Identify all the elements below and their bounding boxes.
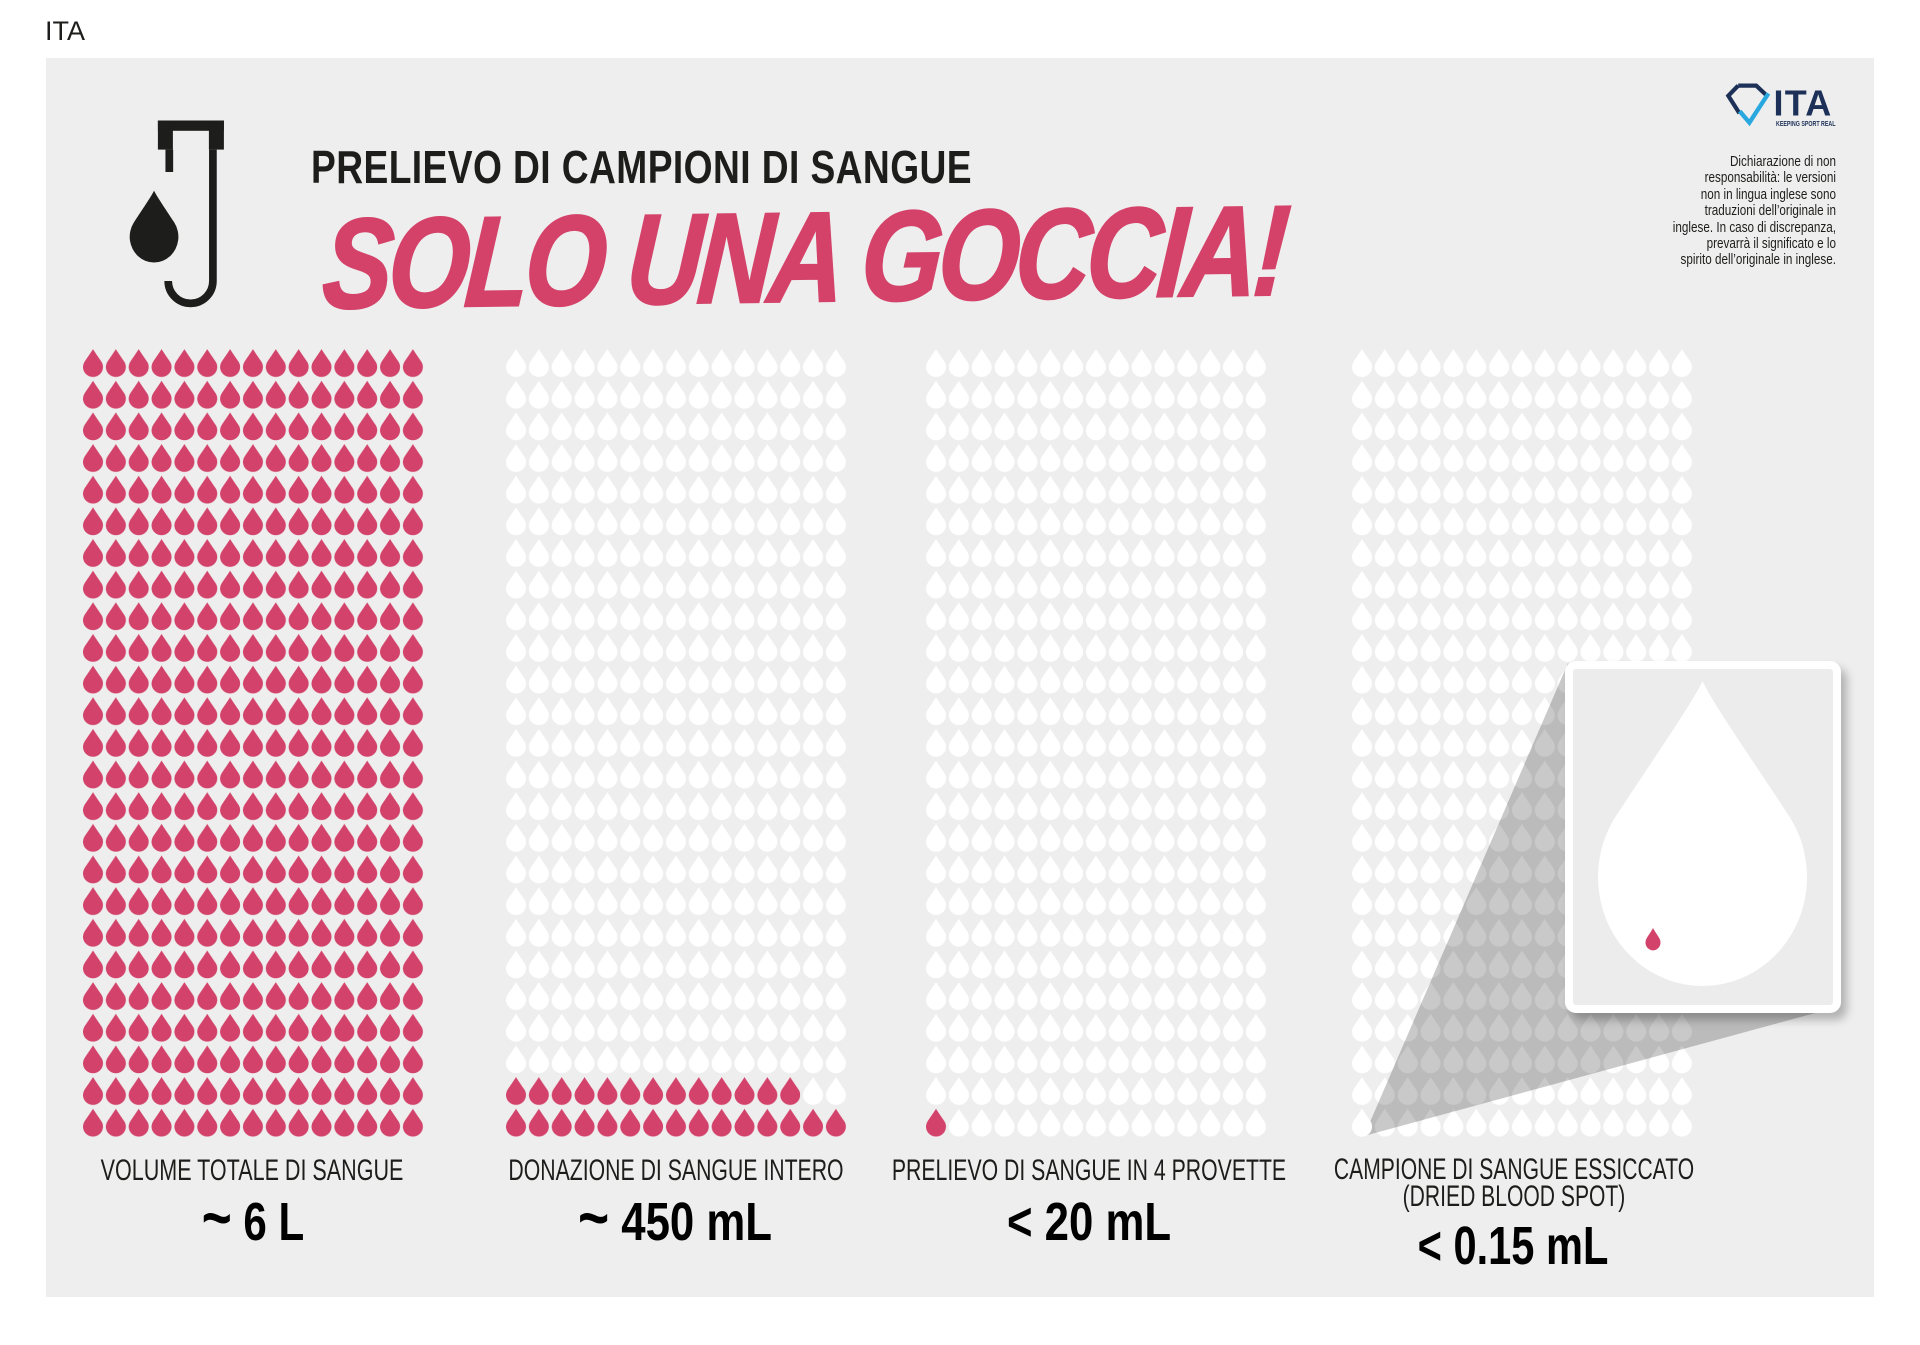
svg-text:KEEPING SPORT REAL: KEEPING SPORT REAL xyxy=(1776,121,1836,128)
svg-text:ITA: ITA xyxy=(1774,83,1833,124)
